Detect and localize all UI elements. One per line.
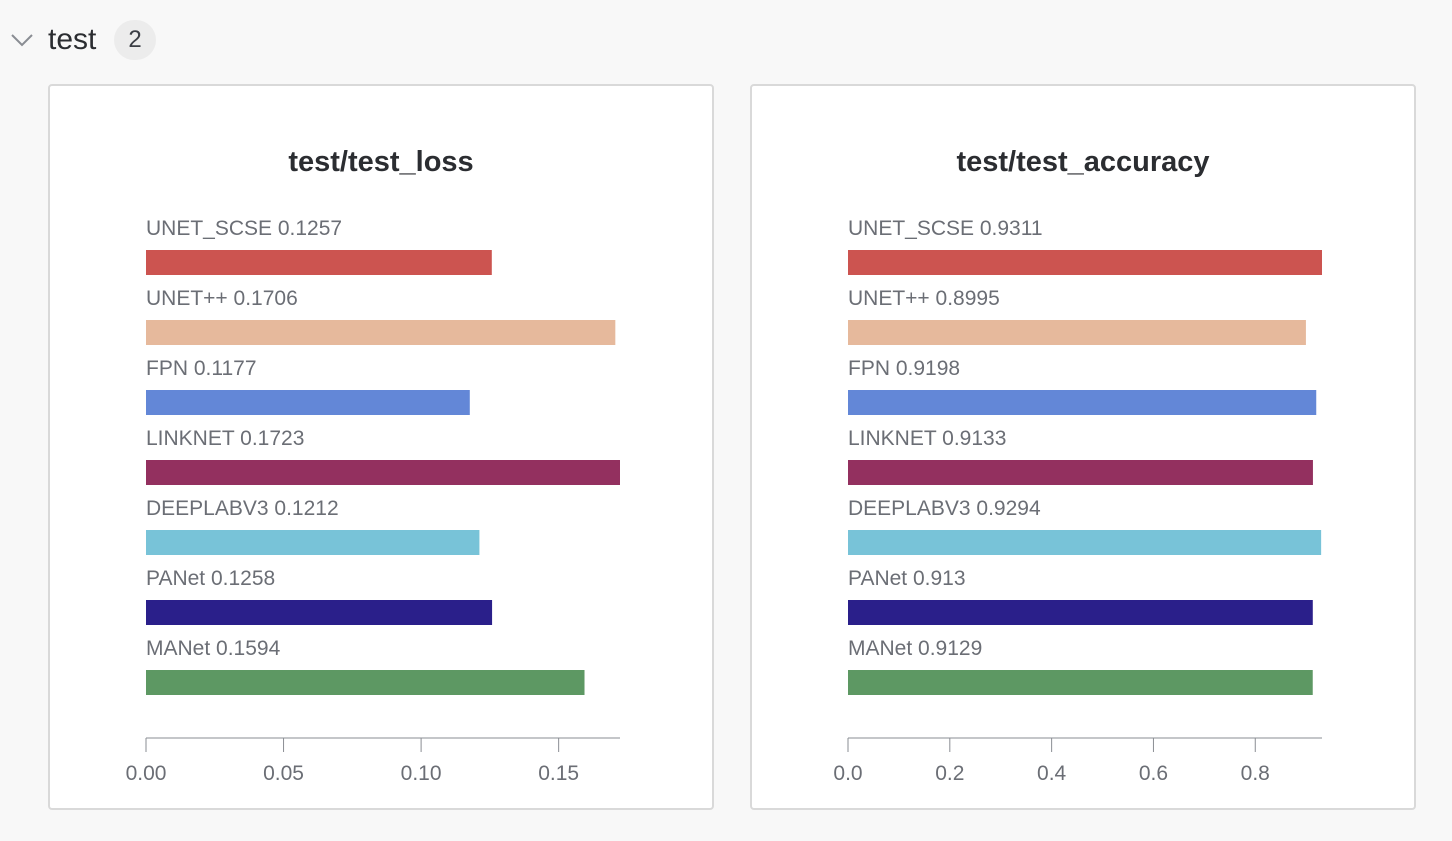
bar-label: LINKNET 0.1723: [146, 427, 304, 450]
bar[interactable]: [146, 670, 585, 695]
panel-count-badge: 2: [114, 20, 156, 60]
x-tick-label: 0.0: [833, 762, 862, 785]
x-tick-label: 0.8: [1241, 762, 1270, 785]
chart-panel-test-loss[interactable]: test/test_loss UNET_SCSE 0.1257 UNET++ 0.…: [48, 84, 714, 810]
bar[interactable]: [848, 250, 1322, 275]
chevron-down-icon[interactable]: [10, 28, 34, 52]
chart-panel-test-accuracy[interactable]: test/test_accuracy UNET_SCSE 0.9311 UNET+…: [750, 84, 1416, 810]
bar[interactable]: [146, 390, 470, 415]
bar-label: PANet 0.1258: [146, 567, 275, 590]
bar-label: UNET_SCSE 0.1257: [146, 217, 342, 240]
section-header: test 2: [0, 0, 400, 80]
x-tick-label: 0.15: [538, 762, 579, 785]
section-title[interactable]: test: [48, 23, 97, 56]
bar[interactable]: [146, 320, 616, 345]
x-tick-label: 0.6: [1139, 762, 1168, 785]
bar[interactable]: [146, 600, 493, 625]
x-tick-label: 0.05: [263, 762, 304, 785]
x-tick-label: 0.2: [935, 762, 964, 785]
bar-chart-test-accuracy: UNET_SCSE 0.9311 UNET++ 0.8995 FPN 0.9198 L…: [833, 217, 1322, 785]
bar[interactable]: [848, 670, 1313, 695]
chart-title: test/test_accuracy: [956, 146, 1210, 178]
x-tick-label: 0.00: [126, 762, 167, 785]
bar[interactable]: [848, 460, 1313, 485]
bar[interactable]: [146, 250, 492, 275]
bar[interactable]: [848, 530, 1322, 555]
bar-label: DEEPLABV3 0.1212: [146, 497, 339, 520]
bar-label: PANet 0.913: [848, 567, 966, 590]
bar-chart-test-loss: UNET_SCSE 0.1257 UNET++ 0.1706 FPN 0.1177 L…: [126, 217, 620, 785]
x-tick-label: 0.10: [401, 762, 442, 785]
bar-label: FPN 0.9198: [848, 357, 960, 380]
x-tick-label: 0.4: [1037, 762, 1067, 785]
bar-label: FPN 0.1177: [146, 357, 257, 380]
bar[interactable]: [146, 530, 480, 555]
bar[interactable]: [848, 600, 1313, 625]
chart-title: test/test_loss: [288, 146, 474, 178]
bar[interactable]: [848, 390, 1317, 415]
bar-label: UNET++ 0.8995: [848, 287, 1000, 310]
bar[interactable]: [848, 320, 1306, 345]
bar-label: LINKNET 0.9133: [848, 427, 1006, 450]
bar-label: DEEPLABV3 0.9294: [848, 497, 1041, 520]
bar-label: UNET++ 0.1706: [146, 287, 298, 310]
bar-label: MANet 0.1594: [146, 637, 281, 660]
bar-label: UNET_SCSE 0.9311: [848, 217, 1043, 240]
bar[interactable]: [146, 460, 620, 485]
bar-label: MANet 0.9129: [848, 637, 982, 660]
